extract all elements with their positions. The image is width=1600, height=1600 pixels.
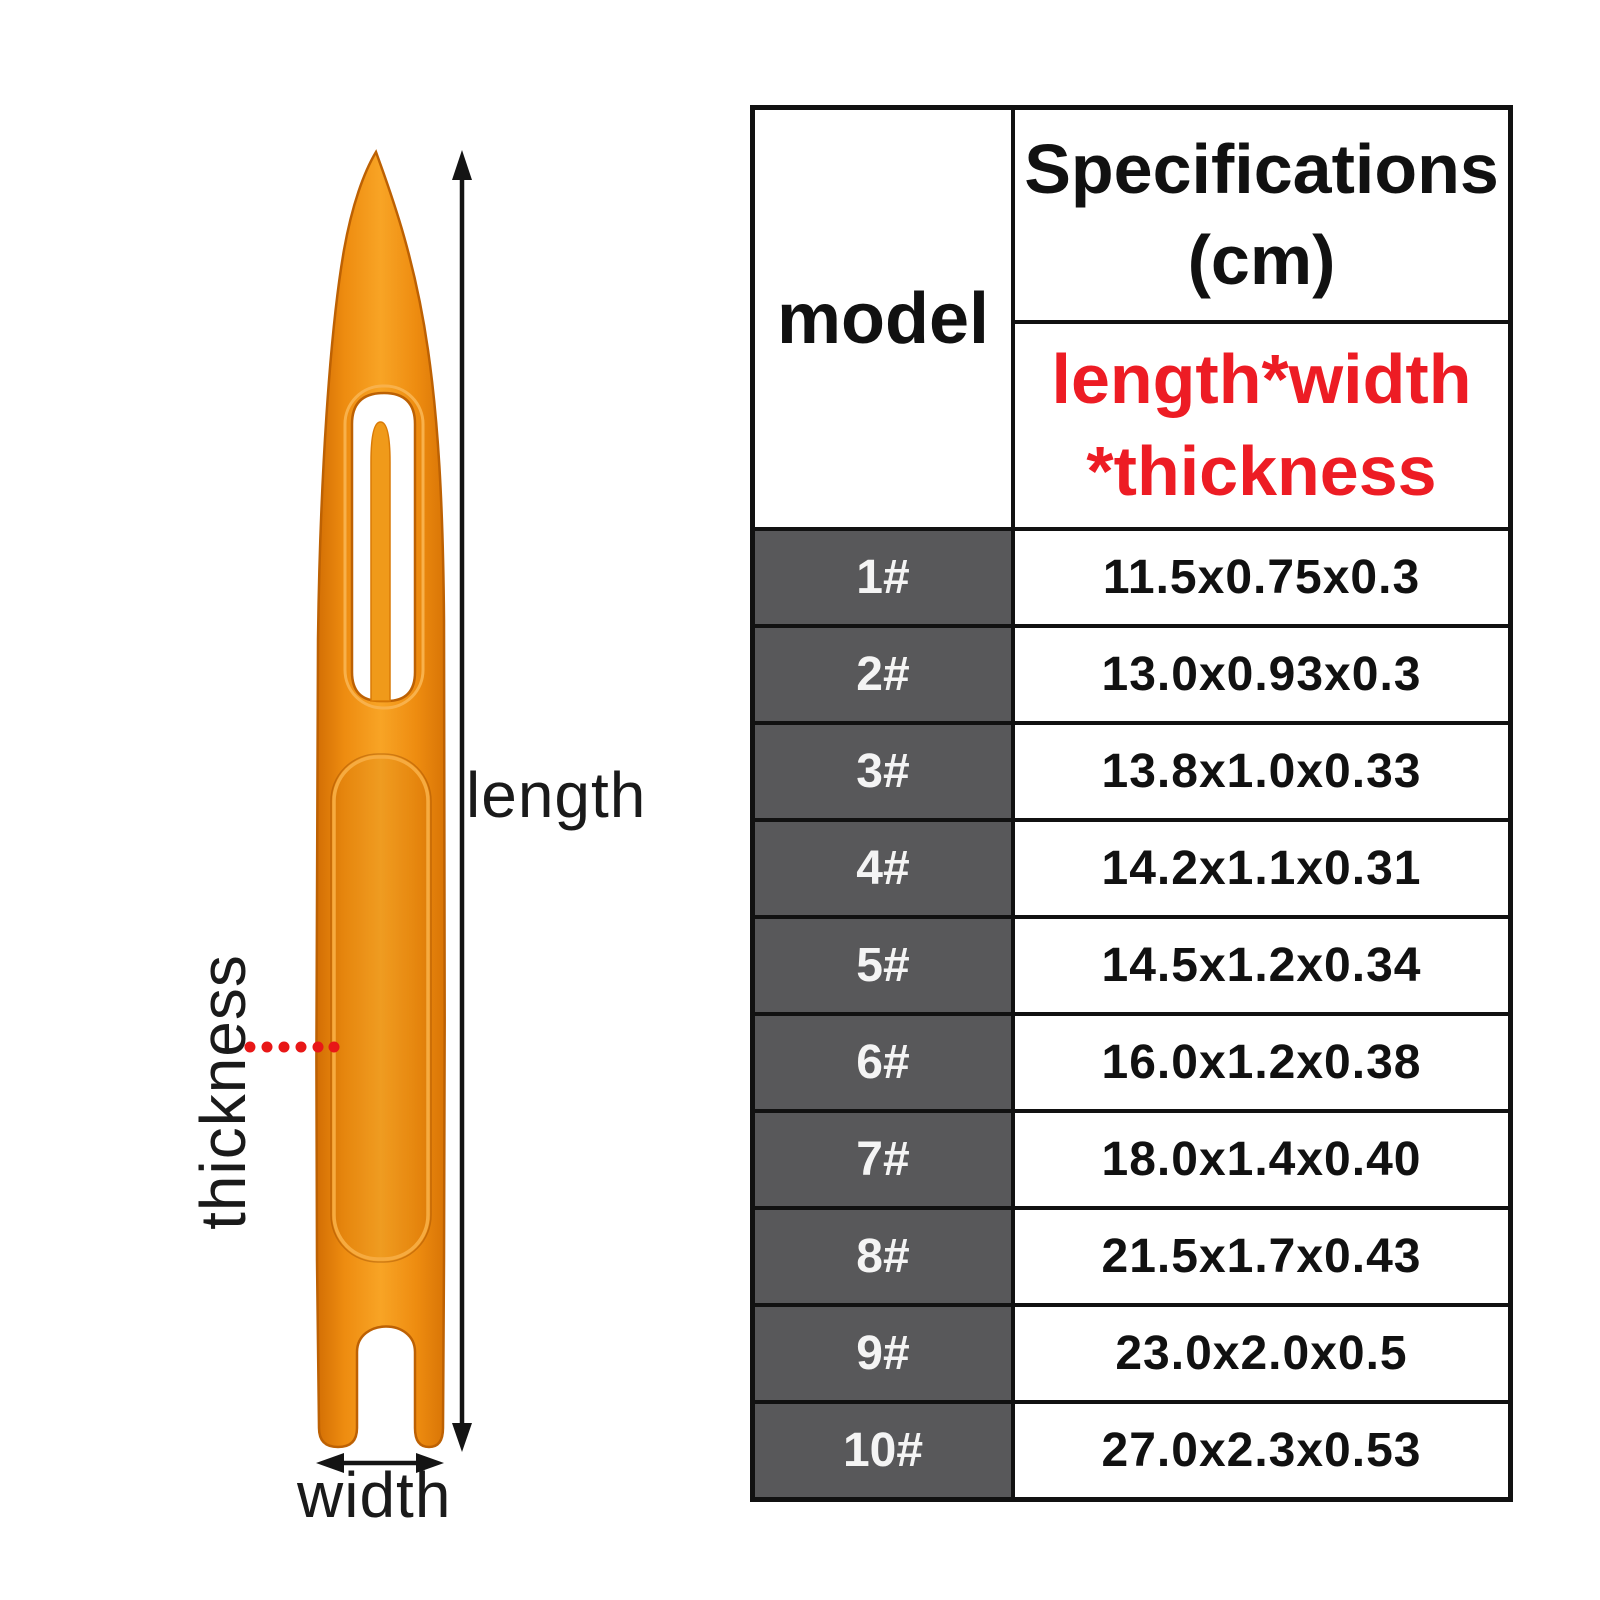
width-label: width — [297, 1459, 452, 1531]
needle-body — [315, 149, 446, 1449]
spec-cell: 27.0x2.3x0.53 — [1015, 1404, 1508, 1497]
model-header-cell: model — [755, 110, 1011, 527]
spec-header-cell: Specifications (cm) length*width *thickn… — [1015, 110, 1508, 527]
model-cell: 2# — [755, 628, 1011, 721]
spec-title: Specifications (cm) — [1015, 110, 1508, 320]
spec-cell: 16.0x1.2x0.38 — [1015, 1016, 1508, 1109]
spec-subtitle: length*width *thickness — [1015, 323, 1508, 527]
thickness-dotted-line — [244, 1041, 340, 1053]
spec-cell: 13.0x0.93x0.3 — [1015, 628, 1508, 721]
length-label: length — [466, 759, 647, 831]
model-cell: 9# — [755, 1307, 1011, 1400]
model-cell: 7# — [755, 1113, 1011, 1206]
spec-subtitle-line1: length*width — [1051, 339, 1472, 418]
spec-cell: 11.5x0.75x0.3 — [1015, 531, 1508, 624]
spec-cell: 13.8x1.0x0.33 — [1015, 725, 1508, 818]
model-cell: 10# — [755, 1404, 1011, 1497]
model-cell: 4# — [755, 822, 1011, 915]
model-cell: 6# — [755, 1016, 1011, 1109]
thickness-label: thickness — [187, 954, 259, 1230]
model-cell: 8# — [755, 1210, 1011, 1303]
spec-title-line1: Specifications — [1024, 129, 1499, 208]
length-arrow — [452, 150, 472, 1452]
model-cell: 1# — [755, 531, 1011, 624]
spec-cell: 18.0x1.4x0.40 — [1015, 1113, 1508, 1206]
spec-table: model Specifications (cm) length*width *… — [750, 105, 1513, 1502]
width-arrow — [316, 1453, 444, 1473]
model-cell: 3# — [755, 725, 1011, 818]
needle-eye-tongue — [370, 421, 391, 702]
spec-cell: 21.5x1.7x0.43 — [1015, 1210, 1508, 1303]
spec-subtitle-line2: *thickness — [1086, 432, 1437, 511]
spec-cell: 14.2x1.1x0.31 — [1015, 822, 1508, 915]
model-cell: 5# — [755, 919, 1011, 1012]
spec-cell: 23.0x2.0x0.5 — [1015, 1307, 1508, 1400]
spec-cell: 14.5x1.2x0.34 — [1015, 919, 1508, 1012]
spec-title-line2: (cm) — [1187, 220, 1336, 299]
